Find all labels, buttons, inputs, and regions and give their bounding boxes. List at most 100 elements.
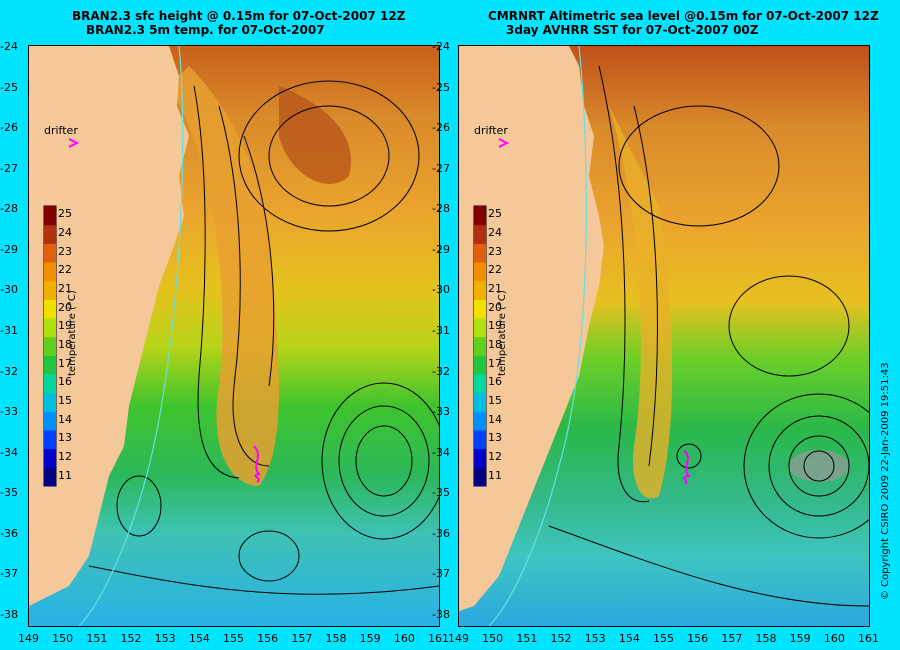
colorbar-band (474, 299, 486, 319)
colorbar-band (474, 336, 486, 356)
left-y-tick: -35 (0, 486, 18, 500)
colorbar-band (474, 392, 486, 412)
left-x-tick: 152 (120, 632, 142, 645)
left-y-tick: -38 (0, 608, 18, 621)
right-y-tick: -31 (432, 324, 450, 337)
left-y-tick: -24 (0, 40, 18, 53)
right-colorbar-tick: 15 (488, 394, 502, 407)
left-drifter-track (253, 445, 262, 483)
left-colorbar-tick: 11 (58, 468, 72, 482)
right-y-tick: -28 (432, 202, 450, 216)
right-y-tick: -26 (432, 121, 450, 135)
right-y-tick: -32 (432, 364, 450, 378)
right-colorbar-tick: 17 (488, 356, 502, 370)
left-x-tick: 159 (359, 632, 381, 645)
right-y-tick: -38 (432, 608, 450, 621)
left-colorbar-tick: 16 (58, 375, 72, 389)
left-x-tick: 150 (52, 632, 74, 645)
left-y-tick: -26 (0, 121, 18, 135)
colorbar-band (44, 392, 56, 412)
left-y-tick: -34 (0, 445, 18, 459)
left-title-line2: BRAN2.3 5m temp. for 07-Oct-2007 (86, 23, 325, 37)
right-x-tick: 149 (448, 632, 469, 645)
left-colorbar-tick: 23 (58, 244, 72, 258)
right-y-tick: -34 (432, 445, 450, 459)
colorbar-band (44, 318, 56, 338)
right-x-tick: 157 (721, 632, 743, 645)
colorbar-band (44, 448, 56, 468)
right-map-panel: drifter temperature (°C) (458, 45, 870, 627)
left-x-tick: 151 (86, 632, 108, 645)
right-colorbar-tick: 25 (488, 207, 502, 221)
right-x-tick: 160 (823, 632, 845, 645)
right-x-tick: 150 (482, 632, 504, 645)
left-y-tick: -30 (0, 283, 18, 297)
left-colorbar-tick: 24 (58, 226, 72, 239)
right-y-tick: -36 (432, 526, 450, 540)
colorbar-band (474, 280, 486, 300)
left-drifter-icon (68, 138, 80, 148)
colorbar-band (474, 224, 486, 244)
right-x-tick: 161 (858, 632, 879, 645)
right-colorbar-tick: 11 (488, 468, 502, 482)
right-colorbar-tick: 13 (488, 431, 502, 445)
left-colorbar-tick: 15 (58, 394, 72, 407)
right-y-tick: -29 (432, 242, 450, 256)
right-y-tick: -25 (432, 80, 450, 94)
colorbar-band (474, 243, 486, 263)
left-colorbar-tick: 14 (58, 412, 72, 426)
right-x-tick: 151 (516, 632, 538, 645)
left-colorbar-tick: 21 (58, 282, 72, 295)
left-colorbar-tick: 18 (58, 338, 72, 351)
left-colorbar (43, 205, 57, 487)
left-map (29, 46, 439, 626)
right-x-tick: 152 (550, 632, 572, 645)
right-y-tick: -27 (432, 161, 450, 175)
left-y-tick: -29 (0, 242, 18, 256)
left-y-tick: -32 (0, 364, 18, 378)
left-colorbar-tick: 12 (58, 450, 72, 463)
right-x-tick: 158 (755, 632, 777, 645)
right-x-tick: 153 (584, 632, 606, 645)
colorbar-band (474, 355, 486, 375)
right-x-tick: 155 (653, 632, 674, 645)
right-colorbar-tick: 24 (488, 226, 502, 239)
left-colorbar-tick: 13 (58, 431, 72, 445)
colorbar-band (44, 243, 56, 263)
left-x-tick: 155 (223, 632, 244, 645)
colorbar-band (474, 467, 486, 487)
right-colorbar-tick: 23 (488, 244, 502, 258)
right-colorbar-tick: 21 (488, 282, 502, 295)
left-y-tick: -37 (0, 567, 18, 581)
left-drifter-label: drifter (44, 124, 78, 137)
left-land (29, 46, 189, 606)
right-y-tick: -35 (432, 486, 450, 500)
right-land (459, 46, 604, 611)
right-colorbar (473, 205, 487, 487)
left-x-tick: 149 (18, 632, 39, 645)
right-y-tick: -33 (432, 405, 450, 419)
colorbar-band (474, 262, 486, 282)
colorbar-band (474, 374, 486, 394)
right-y-tick: -24 (432, 40, 450, 53)
right-drifter-icon (498, 138, 510, 148)
colorbar-band (44, 430, 56, 450)
left-y-tick: -33 (0, 405, 18, 419)
colorbar-band (474, 411, 486, 431)
left-y-tick: -31 (0, 324, 18, 337)
right-colorbar-tick: 14 (488, 412, 502, 426)
right-title-line1: CMRNRT Altimetric sea level @0.15m for 0… (488, 9, 879, 23)
left-colorbar-tick: 17 (58, 356, 72, 370)
colorbar-band (44, 280, 56, 300)
right-drifter-label: drifter (474, 124, 508, 137)
right-colorbar-tick: 20 (488, 300, 502, 314)
right-colorbar-tick: 12 (488, 450, 502, 463)
right-colorbar-tick: 22 (488, 263, 502, 277)
left-colorbar-tick: 25 (58, 207, 72, 221)
left-colorbar-tick: 20 (58, 300, 72, 314)
left-colorbar-tick: 19 (58, 319, 72, 333)
left-x-tick: 157 (291, 632, 313, 645)
colorbar-band (44, 224, 56, 244)
left-y-tick: -25 (0, 80, 18, 94)
colorbar-band (474, 318, 486, 338)
